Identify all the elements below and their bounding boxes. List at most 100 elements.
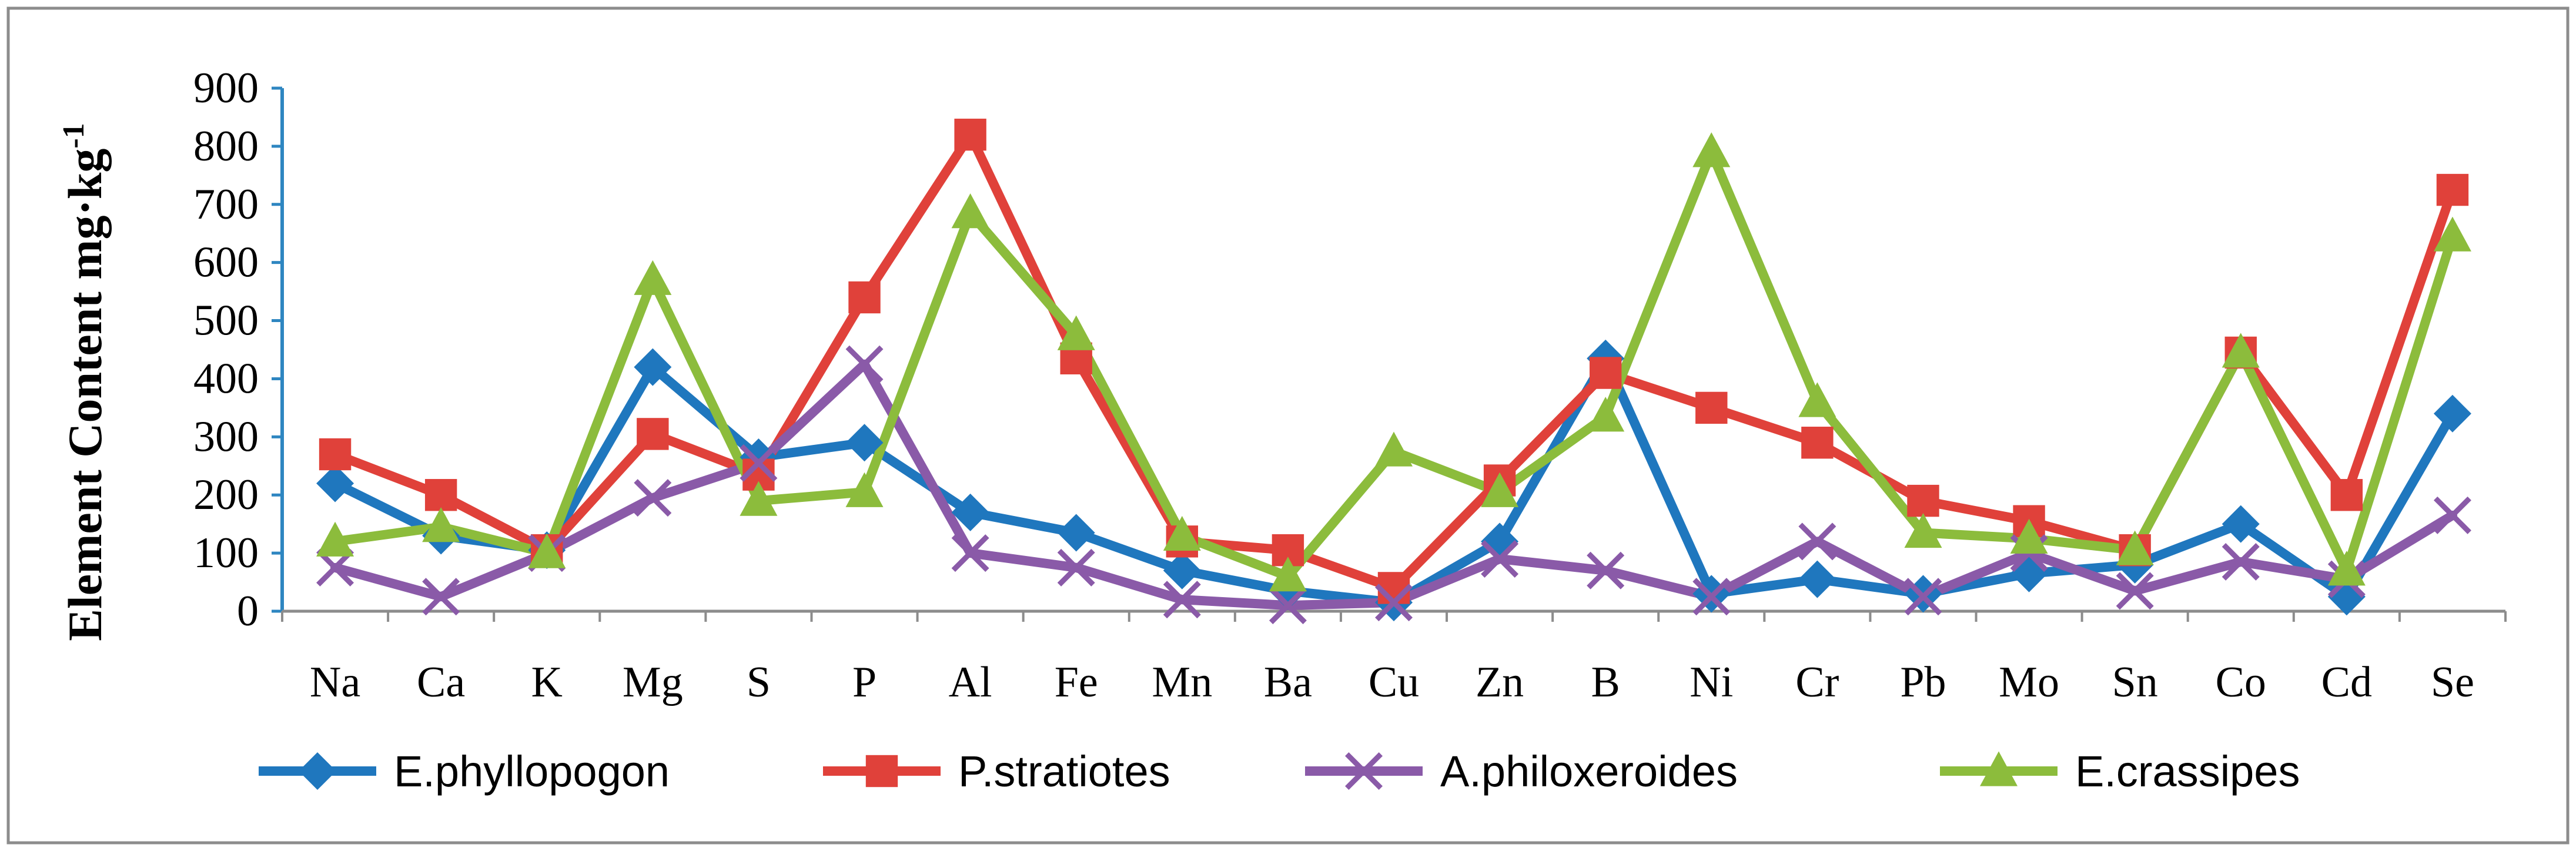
legend-item-a-philoxeroides: A.philoxeroides bbox=[1305, 747, 1738, 796]
y-tick-label: 300 bbox=[193, 413, 259, 461]
legend-label: E.crassipes bbox=[2075, 747, 2300, 796]
legend-item-p-stratiotes: P.stratiotes bbox=[823, 747, 1170, 796]
data-point-e-crassipes bbox=[1481, 472, 1519, 507]
data-point-e-crassipes bbox=[2433, 216, 2471, 252]
legend-label: P.stratiotes bbox=[958, 747, 1170, 796]
data-point-e-crassipes bbox=[422, 507, 460, 542]
data-point-e-crassipes bbox=[1798, 382, 1836, 417]
data-point-e-crassipes bbox=[634, 260, 672, 295]
data-point-a-philoxeroides bbox=[2222, 542, 2260, 581]
y-tick-label: 0 bbox=[237, 587, 259, 635]
data-point-p-stratiotes bbox=[954, 118, 986, 151]
data-point-p-stratiotes bbox=[1801, 427, 1834, 459]
x-tick-label: Ba bbox=[1264, 658, 1312, 706]
x-tick-label: K bbox=[531, 658, 563, 706]
data-point-e-crassipes bbox=[1163, 515, 1201, 551]
x-tick-label: Mo bbox=[1999, 658, 2059, 706]
x-tick-label: Mn bbox=[1152, 658, 1212, 706]
data-point-a-philoxeroides bbox=[1692, 578, 1731, 616]
data-point-e-crassipes bbox=[528, 533, 566, 568]
data-point-a-philoxeroides bbox=[1057, 548, 1095, 587]
x-tick-label: Fe bbox=[1055, 658, 1098, 706]
data-point-p-stratiotes bbox=[848, 281, 881, 314]
data-point-p-stratiotes bbox=[1907, 484, 1939, 517]
data-point-e-crassipes bbox=[2222, 333, 2260, 368]
data-point-e-crassipes bbox=[1904, 512, 1942, 548]
data-point-e-crassipes bbox=[1587, 397, 1625, 432]
data-point-a-philoxeroides bbox=[845, 345, 884, 383]
data-point-p-stratiotes bbox=[1589, 357, 1622, 389]
legend-label: E.phyllopogon bbox=[394, 747, 670, 796]
data-point-e-phyllopogon bbox=[1163, 551, 1201, 589]
data-point-p-stratiotes bbox=[2436, 173, 2469, 206]
data-point-e-phyllopogon bbox=[2433, 394, 2471, 433]
data-point-e-crassipes bbox=[740, 481, 778, 516]
data-point-a-philoxeroides bbox=[740, 444, 778, 482]
y-tick-label: 500 bbox=[193, 297, 259, 345]
data-point-p-stratiotes bbox=[319, 438, 352, 471]
data-point-p-stratiotes bbox=[1377, 572, 1410, 604]
x-tick-label: Pb bbox=[1900, 658, 1946, 706]
data-point-p-stratiotes bbox=[637, 418, 669, 450]
x-tick-label: Cr bbox=[1795, 658, 1839, 706]
y-tick-label: 700 bbox=[193, 180, 259, 229]
x-tick-label: Cd bbox=[2321, 658, 2372, 706]
x-tick-label: Zn bbox=[1476, 658, 1524, 706]
legend-marker-swatch bbox=[865, 755, 898, 788]
data-point-p-stratiotes bbox=[1695, 391, 1728, 424]
legend-marker-swatch bbox=[299, 752, 336, 790]
legend-item-e-crassipes: E.crassipes bbox=[1940, 747, 2300, 796]
data-point-e-crassipes bbox=[1057, 315, 1095, 350]
data-point-e-crassipes bbox=[1269, 557, 1307, 592]
data-point-e-crassipes bbox=[1692, 132, 1731, 167]
legend-marker-swatch bbox=[1345, 752, 1383, 790]
data-point-e-phyllopogon bbox=[1798, 560, 1836, 598]
x-tick-label: Co bbox=[2216, 658, 2266, 706]
data-point-e-crassipes bbox=[2116, 530, 2154, 565]
data-point-e-crassipes bbox=[951, 193, 989, 229]
x-tick-label: Ni bbox=[1690, 658, 1733, 706]
y-axis-title-superscript: -1 bbox=[57, 123, 91, 148]
series-markers-e-crassipes bbox=[316, 132, 2471, 592]
y-tick-label: 400 bbox=[193, 354, 259, 403]
x-tick-label: S bbox=[747, 658, 771, 706]
y-tick-label: 100 bbox=[193, 529, 259, 577]
data-point-e-phyllopogon bbox=[845, 424, 884, 462]
data-point-a-philoxeroides bbox=[1481, 540, 1519, 578]
data-point-a-philoxeroides bbox=[951, 534, 989, 572]
chart-border bbox=[6, 6, 2570, 845]
x-tick-label: Cu bbox=[1369, 658, 1419, 706]
y-axis-title: Element Content mg·kg-1 bbox=[57, 123, 112, 641]
data-point-e-phyllopogon bbox=[2222, 505, 2260, 543]
y-axis-title-main: Element Content mg·kg bbox=[58, 149, 112, 641]
data-point-a-philoxeroides bbox=[1269, 587, 1307, 625]
data-point-e-phyllopogon bbox=[1057, 514, 1095, 552]
data-point-e-crassipes bbox=[316, 521, 354, 557]
legend-marker-swatch bbox=[1980, 751, 2018, 786]
data-point-e-crassipes bbox=[1375, 431, 1413, 467]
x-tick-label: Se bbox=[2431, 658, 2474, 706]
data-point-a-philoxeroides bbox=[422, 578, 460, 616]
legend-item-e-phyllopogon: E.phyllopogon bbox=[259, 747, 670, 796]
data-point-e-phyllopogon bbox=[951, 493, 989, 531]
data-point-a-philoxeroides bbox=[1798, 522, 1836, 561]
data-point-e-crassipes bbox=[845, 472, 884, 507]
x-tick-label: P bbox=[852, 658, 876, 706]
data-point-e-crassipes bbox=[2010, 518, 2048, 554]
y-tick-label: 800 bbox=[193, 122, 259, 170]
data-point-p-stratiotes bbox=[424, 479, 457, 511]
x-tick-label: Na bbox=[310, 658, 360, 706]
y-tick-label: 200 bbox=[193, 471, 259, 519]
x-tick-label: B bbox=[1591, 658, 1620, 706]
data-point-e-phyllopogon bbox=[316, 464, 354, 502]
data-point-a-philoxeroides bbox=[1163, 581, 1201, 619]
data-point-a-philoxeroides bbox=[1587, 551, 1625, 589]
data-point-p-stratiotes bbox=[2330, 479, 2363, 511]
data-point-a-philoxeroides bbox=[1375, 584, 1413, 622]
y-tick-label: 600 bbox=[193, 239, 259, 287]
x-tick-label: Mg bbox=[623, 658, 683, 706]
data-point-a-philoxeroides bbox=[634, 479, 672, 517]
data-point-a-philoxeroides bbox=[1904, 578, 1942, 616]
